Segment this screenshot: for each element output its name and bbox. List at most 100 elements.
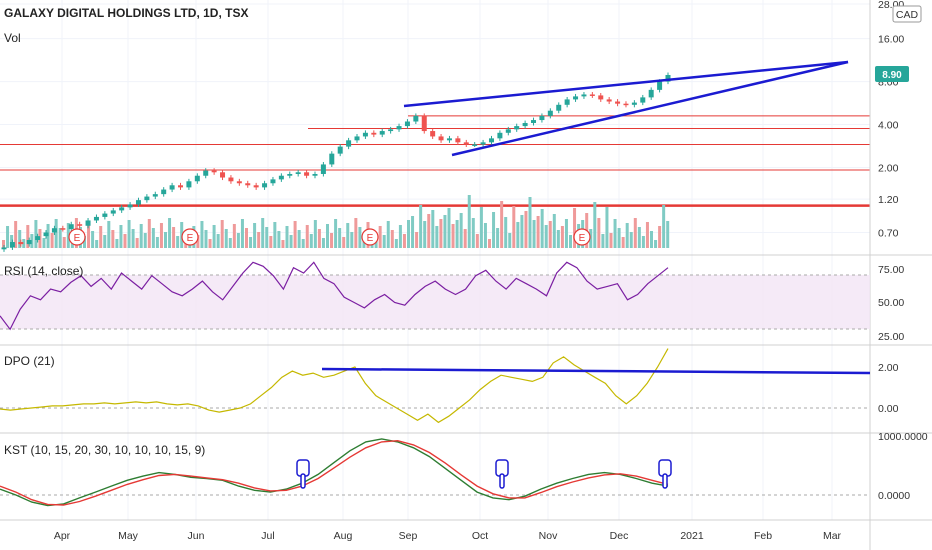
volume-bar [95, 240, 99, 248]
volume-bar [2, 240, 5, 248]
candle-body [60, 228, 66, 230]
volume-bar [91, 231, 95, 248]
time-tick-label: May [118, 530, 139, 542]
volume-bar [62, 237, 66, 248]
volume-bar [597, 218, 601, 248]
volume-bar [358, 227, 362, 248]
volume-bar [281, 240, 285, 248]
candle-body [573, 96, 579, 100]
volume-bar [196, 235, 200, 248]
volume-bar [516, 222, 520, 248]
kst-line [0, 438, 669, 507]
candle-body [421, 115, 427, 132]
volume-bar [334, 219, 338, 248]
chart-title: GALAXY DIGITAL HOLDINGS LTD, 1D, TSX [4, 6, 248, 20]
candle-body [505, 129, 511, 133]
candle-body [539, 115, 545, 121]
candle-body [413, 115, 419, 122]
volume-bar [236, 233, 240, 248]
time-axis[interactable]: Apr May Jun Jul Aug Sep Oct Nov Dec 2021 Feb Mar [54, 530, 842, 542]
candle-body [35, 236, 41, 240]
upper-trendline [403, 60, 849, 108]
volume-bar [500, 201, 504, 248]
hand-finger [499, 473, 505, 489]
volume-bar [589, 229, 593, 248]
time-tick-label: Nov [539, 530, 558, 542]
candle-body [228, 177, 234, 182]
volume-bar [524, 211, 528, 248]
volume-bar [204, 230, 208, 248]
price-axis[interactable]: 28.0016.008.004.002.001.200.7075.0050.00… [878, 0, 928, 502]
volume-bar [245, 228, 248, 248]
candle-body [480, 142, 486, 145]
time-tick-label: Mar [823, 530, 842, 542]
candle-body [640, 97, 646, 103]
candle-body [396, 126, 402, 130]
volume-bar [346, 223, 350, 248]
volume-bar [605, 207, 609, 248]
candle-body [657, 81, 663, 90]
volume-bar [447, 208, 451, 248]
earnings-marker-label: E [74, 233, 81, 244]
volume-bar [560, 226, 564, 248]
volume-bar [6, 226, 10, 248]
kst-tick-label: 0.0000 [878, 490, 910, 502]
volume-bar [419, 205, 423, 248]
volume-bar [220, 220, 224, 248]
volume-bar [398, 225, 402, 248]
dpo-tick-label: 2.00 [878, 362, 899, 374]
volume-bar [34, 220, 38, 248]
time-tick-label: Jun [188, 530, 205, 542]
volume-bar [423, 221, 427, 248]
volume-bar [58, 228, 62, 248]
volume-bar [431, 210, 435, 248]
volume-bar [139, 224, 143, 248]
time-tick-label: Aug [334, 530, 353, 542]
candle-body [648, 89, 654, 98]
volume-bar [544, 225, 548, 248]
volume-bar [532, 220, 536, 248]
candle-body [110, 210, 116, 214]
volume-bar [573, 208, 577, 248]
volume-bar [633, 218, 637, 248]
candle-body [161, 189, 167, 195]
pointing-hand-icon [296, 459, 310, 489]
candle-body [304, 172, 310, 176]
price-tick-label: 2.00 [878, 162, 899, 174]
volume-bar [629, 232, 633, 248]
rsi-label: RSI (14, close) [4, 264, 83, 278]
volume-bar [115, 239, 119, 248]
volume-bar [427, 214, 431, 248]
volume-bar [253, 223, 257, 248]
time-tick-label: Feb [754, 530, 772, 542]
volume-bar [293, 221, 297, 248]
volume-bar [569, 235, 572, 248]
volume-bar [18, 230, 22, 248]
candle-body [211, 170, 217, 173]
volume-bar [641, 236, 645, 248]
dpo-label: DPO (21) [4, 354, 55, 368]
candle-body [497, 132, 503, 139]
candle-body [463, 142, 469, 145]
kst-tick-label: 1000.0000 [878, 431, 928, 443]
volume-bar [164, 232, 167, 248]
volume-bar [504, 217, 508, 248]
time-tick-label: Jul [261, 530, 274, 542]
volume-bar [297, 230, 301, 248]
volume-bar [240, 219, 244, 248]
volume-bar [151, 228, 155, 248]
volume-bar [666, 221, 670, 248]
volume-bar [488, 239, 491, 248]
volume-bar [216, 234, 220, 248]
volume-bar [548, 221, 552, 248]
volume-bar [609, 233, 613, 248]
volume-bar [650, 231, 653, 248]
volume-bar [99, 226, 103, 248]
price-tick-label: 0.70 [878, 227, 899, 239]
candle-body [287, 173, 293, 176]
volume-bar [168, 218, 172, 248]
volume-bar [54, 219, 58, 248]
volume-bar [176, 236, 180, 248]
candle-body [522, 122, 528, 127]
